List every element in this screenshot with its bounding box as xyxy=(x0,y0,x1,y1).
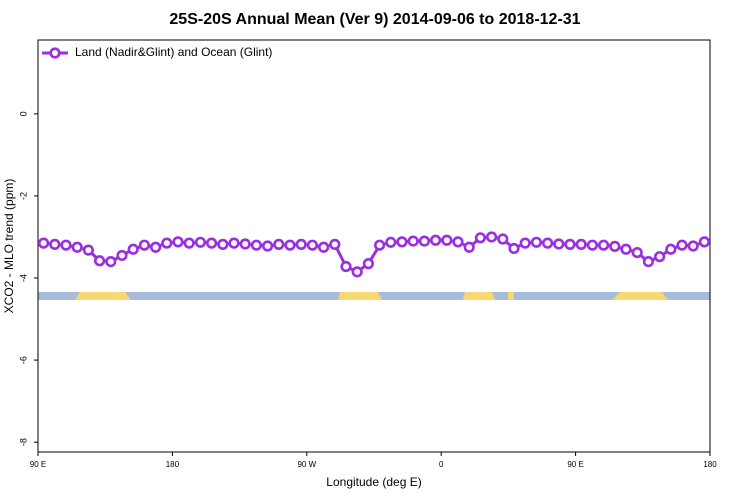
point xyxy=(519,237,531,249)
point xyxy=(430,234,442,246)
point xyxy=(60,239,72,251)
point xyxy=(586,239,599,251)
point xyxy=(49,238,61,250)
point xyxy=(508,242,520,255)
point xyxy=(172,236,184,248)
point xyxy=(396,236,408,248)
point xyxy=(374,239,386,251)
point xyxy=(138,239,150,251)
point xyxy=(541,237,554,249)
point xyxy=(463,241,475,253)
point xyxy=(665,243,677,255)
point xyxy=(687,240,699,252)
point xyxy=(150,241,162,253)
point xyxy=(262,240,274,252)
point xyxy=(631,246,643,259)
point xyxy=(418,235,431,247)
point xyxy=(116,249,128,262)
point xyxy=(497,233,509,245)
point xyxy=(93,255,106,267)
point xyxy=(318,241,330,253)
y-tick-label: 0 xyxy=(18,111,28,116)
point xyxy=(676,239,688,251)
point xyxy=(575,238,587,250)
land-ocean-strip xyxy=(38,292,710,300)
point xyxy=(407,235,419,247)
point xyxy=(441,234,453,246)
point xyxy=(620,243,632,255)
point xyxy=(250,239,262,251)
point xyxy=(284,239,296,251)
x-tick-label: 90 W xyxy=(297,460,316,469)
point xyxy=(306,239,319,251)
x-tick-label: 90 E xyxy=(567,460,583,469)
point xyxy=(105,255,117,268)
y-tick-label: -2 xyxy=(18,192,28,200)
point xyxy=(530,236,543,248)
point xyxy=(194,236,206,248)
legend-label: Land (Nadir&Glint) and Ocean (Glint) xyxy=(75,45,272,59)
point xyxy=(698,236,711,248)
point xyxy=(597,239,610,251)
point xyxy=(351,266,363,278)
y-tick-label: -8 xyxy=(18,438,28,446)
point xyxy=(37,237,50,249)
legend-marker xyxy=(49,47,61,59)
point xyxy=(340,260,352,273)
point xyxy=(71,241,83,253)
y-tick-label: -6 xyxy=(18,356,28,364)
point xyxy=(273,238,285,250)
point xyxy=(553,238,565,250)
point xyxy=(474,232,487,244)
point xyxy=(127,243,139,255)
plot-frame xyxy=(37,39,711,453)
chart-title: 25S-20S Annual Mean (Ver 9) 2014-09-06 t… xyxy=(169,11,580,28)
x-tick-label: 0 xyxy=(439,460,444,469)
x-axis-label: Longitude (deg E) xyxy=(326,475,421,489)
point xyxy=(239,238,251,250)
point xyxy=(295,238,307,250)
point xyxy=(609,240,621,253)
point xyxy=(642,255,655,268)
y-axis-label: XCO2 - MLO trend (ppm) xyxy=(2,179,16,314)
point xyxy=(183,237,195,249)
point xyxy=(385,236,397,248)
point xyxy=(228,237,240,249)
point xyxy=(486,231,498,243)
x-tick-label: 180 xyxy=(166,460,180,469)
point xyxy=(653,251,666,263)
point xyxy=(452,236,464,248)
point xyxy=(217,238,229,250)
point xyxy=(362,258,375,270)
point xyxy=(206,237,218,249)
y-tick-label: -4 xyxy=(18,274,28,282)
point xyxy=(161,237,173,249)
point xyxy=(82,244,94,256)
point xyxy=(329,238,341,250)
x-tick-label: 90 E xyxy=(30,460,46,469)
x-tick-label: 180 xyxy=(703,460,717,469)
point xyxy=(564,238,576,250)
